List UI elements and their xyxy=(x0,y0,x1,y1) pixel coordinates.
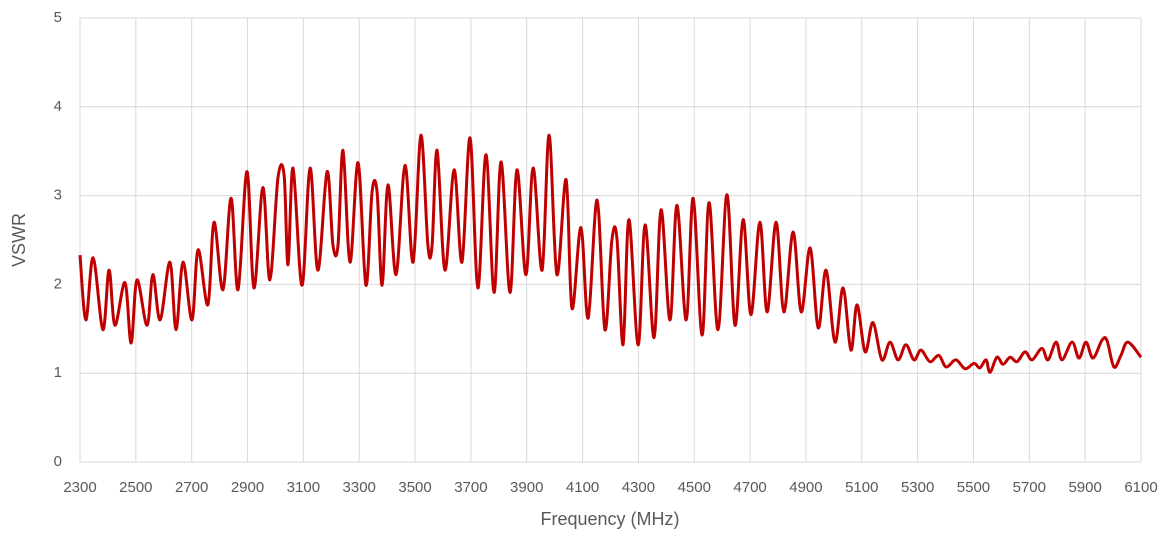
x-tick-label: 4700 xyxy=(733,479,766,496)
x-tick-label: 2300 xyxy=(63,479,96,496)
x-tick-label: 4300 xyxy=(622,479,655,496)
x-tick-label: 5900 xyxy=(1068,479,1101,496)
x-tick-label: 2700 xyxy=(175,479,208,496)
y-tick-label: 5 xyxy=(54,9,62,26)
x-tick-label: 4900 xyxy=(789,479,822,496)
x-tick-label: 2900 xyxy=(231,479,264,496)
x-tick-label: 5700 xyxy=(1013,479,1046,496)
x-tick-label: 3500 xyxy=(398,479,431,496)
x-tick-label: 3700 xyxy=(454,479,487,496)
y-tick-label: 1 xyxy=(54,364,62,381)
y-tick-label: 0 xyxy=(54,453,62,470)
y-tick-label: 4 xyxy=(54,98,62,115)
x-tick-label: 2500 xyxy=(119,479,152,496)
x-tick-label: 3300 xyxy=(343,479,376,496)
x-tick-label: 6100 xyxy=(1124,479,1157,496)
x-tick-label: 5100 xyxy=(845,479,878,496)
x-tick-label: 3100 xyxy=(287,479,320,496)
x-tick-label: 5300 xyxy=(901,479,934,496)
x-tick-label: 5500 xyxy=(957,479,990,496)
x-tick-label: 3900 xyxy=(510,479,543,496)
y-axis-title: VSWR xyxy=(9,213,29,267)
line-series xyxy=(78,133,1143,374)
y-tick-label: 2 xyxy=(54,275,62,292)
y-tick-label: 3 xyxy=(54,187,62,204)
x-tick-label: 4100 xyxy=(566,479,599,496)
x-axis-title: Frequency (MHz) xyxy=(540,509,679,529)
x-tick-label: 4500 xyxy=(678,479,711,496)
